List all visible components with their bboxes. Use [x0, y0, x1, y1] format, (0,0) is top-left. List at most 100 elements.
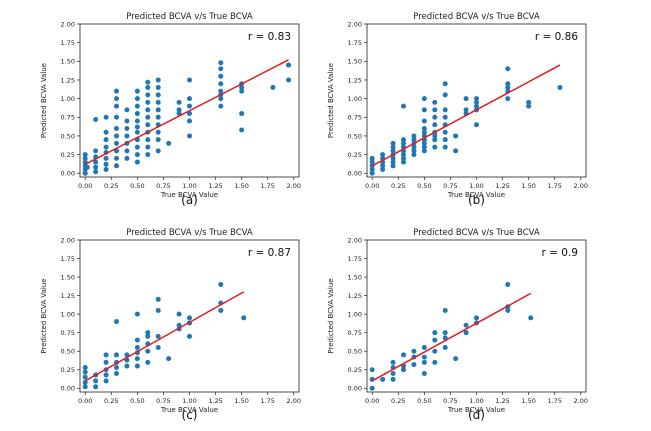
data-point — [241, 315, 247, 321]
data-point — [187, 133, 192, 139]
y-tick-label: 1.00 — [348, 95, 362, 103]
data-point — [114, 155, 119, 161]
data-point — [432, 144, 438, 150]
data-point — [421, 140, 427, 146]
data-point — [103, 144, 109, 150]
y-tick-label: 0.25 — [61, 366, 75, 374]
data-point — [442, 81, 448, 87]
data-point — [218, 307, 224, 313]
y-tick-label: 1.00 — [348, 310, 362, 318]
chart-panel-1: Predicted BCVA v/s True BCVA 0.00 0.25 0.50… — [40, 12, 301, 207]
x-tick-label: 1.25 — [208, 182, 222, 190]
data-point — [505, 66, 511, 72]
data-point — [463, 330, 469, 336]
data-point — [103, 378, 109, 384]
x-tick-label: 1.75 — [260, 397, 274, 405]
data-point — [103, 114, 109, 120]
data-point — [82, 374, 88, 380]
data-point — [145, 122, 151, 128]
data-point — [474, 315, 479, 321]
data-point — [401, 367, 406, 373]
data-point — [380, 167, 386, 173]
x-tick-label: 0.75 — [443, 182, 457, 190]
data-point — [442, 137, 448, 143]
data-point — [432, 337, 438, 343]
data-point — [114, 140, 119, 146]
y-tick-label: 1.50 — [348, 58, 362, 66]
data-point — [114, 365, 119, 371]
x-tick-label: 0.00 — [78, 397, 92, 405]
y-tick-label: 0.50 — [348, 132, 362, 140]
x-tick-label: 1.50 — [234, 182, 248, 190]
data-point — [134, 337, 140, 343]
data-point — [432, 348, 438, 354]
data-point — [453, 148, 459, 154]
x-tick-label: 0.75 — [156, 397, 170, 405]
data-point — [369, 155, 375, 161]
correlation-annotation: r = 0.87 — [248, 247, 291, 259]
x-axis-label: True BCVA Value — [447, 406, 505, 414]
x-tick-label: 0.75 — [443, 397, 457, 405]
data-point — [114, 319, 119, 325]
data-point — [442, 92, 448, 98]
data-point — [155, 129, 161, 135]
data-point — [155, 148, 161, 154]
y-tick-label: 1.75 — [61, 255, 75, 263]
data-point — [442, 114, 448, 120]
data-point — [380, 163, 386, 169]
x-tick-label: 0.50 — [130, 182, 144, 190]
data-point — [145, 333, 151, 339]
data-point — [411, 362, 417, 368]
data-point — [134, 144, 140, 150]
data-point — [505, 281, 511, 287]
data-point — [239, 127, 245, 133]
data-point — [432, 359, 438, 365]
data-point — [124, 107, 130, 113]
data-point — [421, 129, 427, 135]
data-point — [421, 345, 427, 351]
data-point — [82, 365, 88, 371]
y-tick-label: 1.75 — [348, 39, 362, 47]
data-point — [82, 369, 88, 375]
data-point — [286, 77, 292, 83]
data-point — [369, 159, 375, 165]
data-point — [155, 77, 161, 83]
data-point — [134, 363, 140, 369]
y-tick-label: 0.00 — [61, 170, 75, 178]
chart-title: Predicted BCVA v/s True BCVA — [413, 12, 540, 22]
data-point — [93, 384, 99, 390]
data-point — [93, 117, 99, 123]
chart-panel-3: Predicted BCVA v/s True BCVA 0.00 0.25 0.50… — [40, 228, 301, 422]
data-point — [103, 129, 109, 135]
y-tick-label: 0.25 — [348, 151, 362, 159]
data-point — [380, 152, 386, 158]
panel-caption: (a) — [181, 193, 198, 207]
data-point — [432, 99, 438, 105]
x-tick-label: 2.00 — [287, 182, 301, 190]
data-point — [103, 359, 109, 365]
data-point — [528, 315, 534, 321]
data-point — [114, 163, 119, 169]
data-point — [442, 129, 448, 135]
x-tick-label: 1.50 — [521, 397, 535, 405]
data-point — [103, 372, 109, 378]
x-tick-label: 1.00 — [182, 397, 196, 405]
data-point — [463, 322, 469, 328]
data-point — [176, 107, 182, 113]
y-tick-label: 1.50 — [61, 273, 75, 281]
data-point — [166, 356, 172, 362]
x-tick-label: 0.25 — [391, 397, 405, 405]
data-point — [218, 281, 224, 287]
x-tick-label: 1.00 — [469, 182, 483, 190]
data-point — [432, 133, 438, 139]
data-point — [187, 96, 192, 102]
data-point — [218, 66, 224, 72]
data-point — [411, 148, 417, 154]
data-point — [176, 322, 182, 328]
y-tick-label: 0.75 — [348, 114, 362, 122]
data-point — [390, 163, 396, 169]
data-point — [134, 159, 140, 165]
data-point — [82, 384, 88, 390]
chart-title: Predicted BCVA v/s True BCVA — [413, 228, 540, 238]
x-tick-label: 0.25 — [104, 182, 118, 190]
